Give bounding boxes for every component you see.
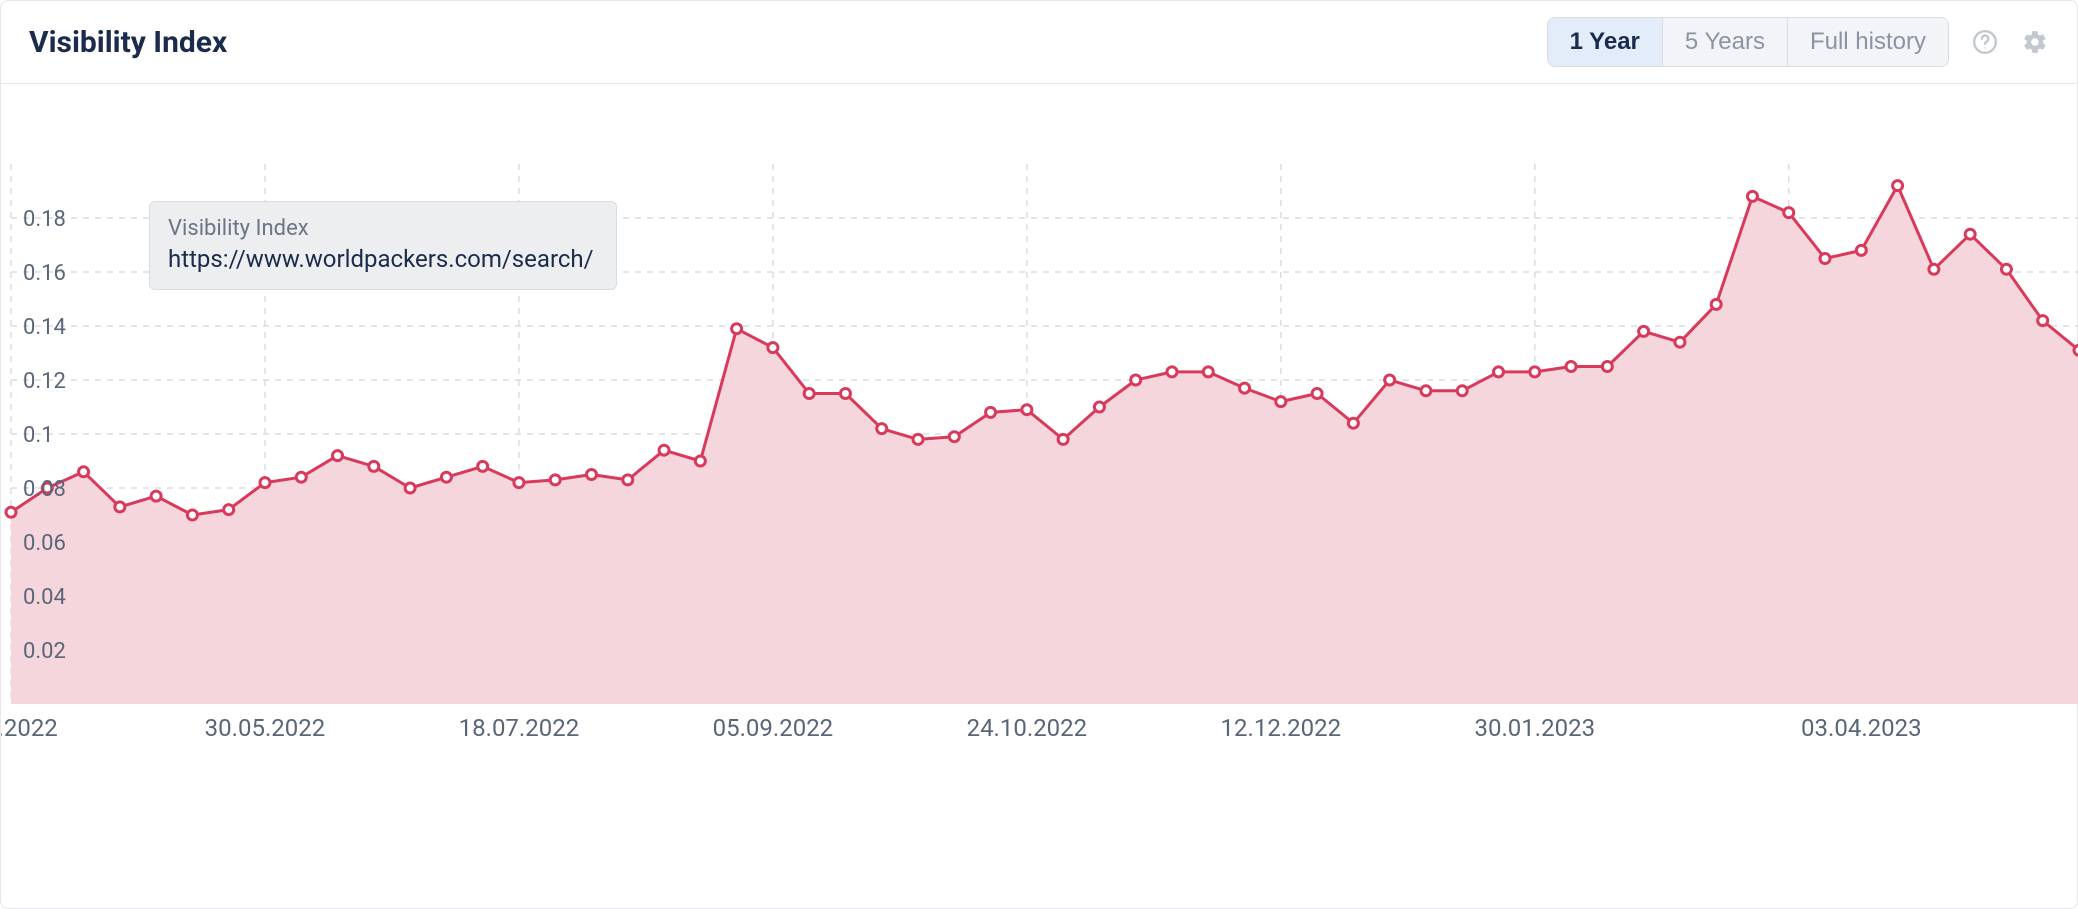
- svg-text:18.07.2022: 18.07.2022: [459, 714, 580, 742]
- svg-text:12.12.2022: 12.12.2022: [1221, 714, 1342, 742]
- card-header: Visibility Index 1 Year 5 Years Full his…: [1, 1, 2077, 84]
- visibility-index-card: Visibility Index 1 Year 5 Years Full his…: [0, 0, 2078, 909]
- range-5years-button[interactable]: 5 Years: [1663, 18, 1788, 66]
- range-fullhistory-button[interactable]: Full history: [1788, 18, 1948, 66]
- svg-text:0.02: 0.02: [23, 639, 66, 664]
- svg-text:24.10.2022: 24.10.2022: [967, 714, 1088, 742]
- svg-text:03.04.2023: 03.04.2023: [1801, 714, 1922, 742]
- header-controls: 1 Year 5 Years Full history: [1547, 17, 2049, 67]
- chart-area: 0.02 0.04 0.06 0.08 0.1 0.12 0.14 0.16 0.18 .03.2…: [1, 84, 2077, 908]
- svg-text:0.18: 0.18: [23, 207, 66, 232]
- legend-subtitle: https://www.worldpackers.com/search/: [168, 245, 594, 273]
- svg-text:0.08: 0.08: [23, 477, 66, 502]
- gear-icon[interactable]: [2021, 28, 2049, 56]
- svg-text:30.05.2022: 30.05.2022: [205, 714, 326, 742]
- svg-text:0.12: 0.12: [23, 369, 66, 394]
- svg-text:.03.2022: .03.2022: [1, 714, 58, 742]
- svg-text:0.06: 0.06: [23, 531, 66, 556]
- range-1year-button[interactable]: 1 Year: [1548, 18, 1663, 66]
- svg-text:05.09.2022: 05.09.2022: [713, 714, 834, 742]
- svg-text:0.16: 0.16: [23, 261, 66, 286]
- svg-text:0.14: 0.14: [23, 315, 66, 340]
- svg-text:30.01.2023: 30.01.2023: [1475, 714, 1596, 742]
- help-icon[interactable]: [1971, 28, 1999, 56]
- card-title: Visibility Index: [29, 25, 227, 60]
- legend-title: Visibility Index: [168, 216, 594, 241]
- svg-text:0.04: 0.04: [23, 585, 66, 610]
- time-range-segmented: 1 Year 5 Years Full history: [1547, 17, 1949, 67]
- svg-text:0.1: 0.1: [23, 423, 54, 448]
- chart-legend-tooltip: Visibility Index https://www.worldpacker…: [149, 201, 617, 290]
